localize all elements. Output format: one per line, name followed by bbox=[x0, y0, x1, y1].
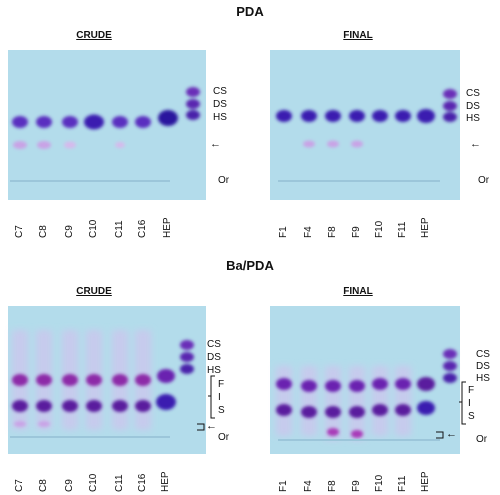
lane-label: F11 bbox=[397, 221, 408, 239]
lane-label: C11 bbox=[114, 474, 125, 492]
lane-label: F9 bbox=[351, 226, 362, 238]
arrow-icon: ← bbox=[210, 138, 221, 150]
pda-section-title: PDA bbox=[236, 4, 264, 19]
lane-label: C8 bbox=[38, 479, 49, 492]
lane-label: F10 bbox=[374, 220, 385, 238]
arrow-icon: ← bbox=[446, 428, 457, 440]
label-ds: DS bbox=[207, 352, 221, 363]
bracket-ba-pda-final bbox=[436, 381, 466, 439]
label-ds: DS bbox=[466, 101, 480, 112]
label-s: S bbox=[468, 411, 475, 422]
lane-label: C9 bbox=[64, 225, 75, 238]
arrow-icon: ← bbox=[470, 138, 481, 150]
lane-label: HEP bbox=[420, 471, 431, 492]
lane-label: F11 bbox=[397, 475, 408, 493]
label-ds: DS bbox=[476, 361, 490, 372]
lane-label: C10 bbox=[88, 473, 99, 492]
label-s: S bbox=[218, 405, 225, 416]
lane-label: HEP bbox=[162, 217, 173, 238]
lane-label: F1 bbox=[278, 480, 289, 492]
gel-pda-final bbox=[270, 50, 460, 200]
lane-label: C7 bbox=[14, 225, 25, 238]
ba-pda-crude-bands bbox=[12, 340, 194, 427]
label-origin: Or bbox=[218, 432, 230, 443]
label-hs: HS bbox=[466, 113, 480, 124]
pda-final-bands bbox=[276, 89, 457, 148]
lane-label: F4 bbox=[303, 480, 314, 492]
ba-pda-final-bands bbox=[276, 349, 457, 438]
pda-crude-title: CRUDE bbox=[76, 30, 112, 41]
lane-label: C8 bbox=[38, 225, 49, 238]
pda-final-title: FINAL bbox=[343, 30, 373, 41]
label-ds: DS bbox=[213, 99, 227, 110]
lane-label: HEP bbox=[420, 217, 431, 238]
lane-label: F10 bbox=[374, 474, 385, 492]
ba-pda-crude-title: CRUDE bbox=[76, 286, 112, 297]
label-hs: HS bbox=[476, 373, 490, 384]
ba-pda-final-title: FINAL bbox=[343, 286, 373, 297]
label-cs: CS bbox=[207, 339, 221, 350]
lane-label: HEP bbox=[160, 471, 171, 492]
lane-label: C9 bbox=[64, 479, 75, 492]
arrow-icon: ← bbox=[206, 420, 217, 432]
lane-label: C7 bbox=[14, 479, 25, 492]
lane-label: C16 bbox=[137, 219, 148, 238]
label-hs: HS bbox=[213, 112, 227, 123]
label-origin: Or bbox=[476, 434, 488, 445]
label-cs: CS bbox=[476, 349, 490, 360]
label-cs: CS bbox=[213, 86, 227, 97]
label-hs: HS bbox=[207, 365, 221, 376]
lane-label: C10 bbox=[88, 219, 99, 238]
label-origin: Or bbox=[218, 175, 230, 186]
ba-pda-section-title: Ba/PDA bbox=[226, 258, 274, 273]
bracket-ba-pda-crude bbox=[197, 375, 215, 431]
lane-label: F8 bbox=[327, 226, 338, 238]
label-i: I bbox=[468, 398, 471, 409]
label-i: I bbox=[218, 392, 221, 403]
label-cs: CS bbox=[466, 88, 480, 99]
lane-label: F4 bbox=[303, 226, 314, 238]
lane-label: F1 bbox=[278, 226, 289, 238]
lane-label: F9 bbox=[351, 480, 362, 492]
label-f: F bbox=[468, 385, 475, 396]
label-f: F bbox=[218, 379, 225, 390]
pda-crude-bands bbox=[12, 87, 200, 149]
lane-label: F8 bbox=[327, 480, 338, 492]
lane-label: C11 bbox=[114, 220, 125, 238]
label-origin: Or bbox=[478, 175, 490, 186]
lane-label: C16 bbox=[137, 473, 148, 492]
